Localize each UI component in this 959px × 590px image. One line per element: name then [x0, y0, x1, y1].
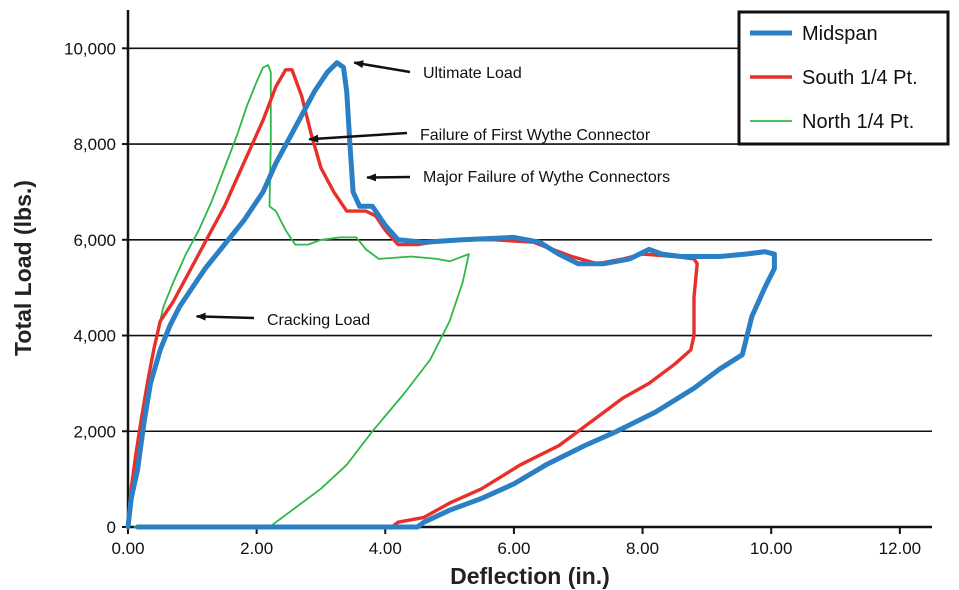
- x-tick-label-3: 6.00: [497, 539, 530, 558]
- series: [125, 60, 777, 530]
- y-tick-label-3: 6,000: [73, 231, 116, 250]
- series-line-midspan: [125, 60, 777, 530]
- legend-label-1: South 1/4 Pt.: [802, 67, 918, 89]
- legend-label-0: Midspan: [802, 23, 878, 45]
- y-tick-label-4: 8,000: [73, 135, 116, 154]
- annotation-arrow-0: [353, 60, 411, 74]
- y-tick-label-5: 10,000: [64, 39, 116, 58]
- annotation-arrow-2: [366, 173, 411, 182]
- y-axis-title: Total Load (lbs.): [10, 180, 36, 356]
- series-line-south-1-4-pt: [126, 68, 699, 529]
- annotations: Ultimate Load Failure of First Wythe Conn…: [195, 60, 670, 329]
- x-tick-label-1: 2.00: [240, 539, 273, 558]
- x-tick-label-2: 4.00: [369, 539, 402, 558]
- ticks: 0 2,000 4,000 6,000 8,000 10,000 0.00 2.00 4.00 6…: [64, 39, 921, 558]
- legend: Midspan South 1/4 Pt. North 1/4 Pt.: [737, 10, 950, 146]
- x-tick-label-6: 12.00: [879, 539, 922, 558]
- x-tick-label-0: 0.00: [111, 539, 144, 558]
- x-tick-label-4: 8.00: [626, 539, 659, 558]
- series-line-north-1-4-pt: [127, 64, 470, 528]
- annotation-label-0: Ultimate Load: [423, 65, 522, 82]
- x-axis-title: Deflection (in.): [450, 563, 610, 589]
- legend-label-2: North 1/4 Pt.: [802, 111, 914, 133]
- annotation-arrow-1: [308, 131, 408, 143]
- x-tick-label-5: 10.00: [750, 539, 793, 558]
- annotation-arrow-3: [195, 312, 255, 321]
- annotation-label-2: Major Failure of Wythe Connectors: [423, 169, 670, 186]
- y-tick-label-0: 0: [107, 518, 116, 537]
- annotation-label-1: Failure of First Wythe Connector: [420, 127, 651, 144]
- y-tick-label-2: 4,000: [73, 327, 116, 346]
- annotation-label-3: Cracking Load: [267, 312, 370, 329]
- y-tick-label-1: 2,000: [73, 422, 116, 441]
